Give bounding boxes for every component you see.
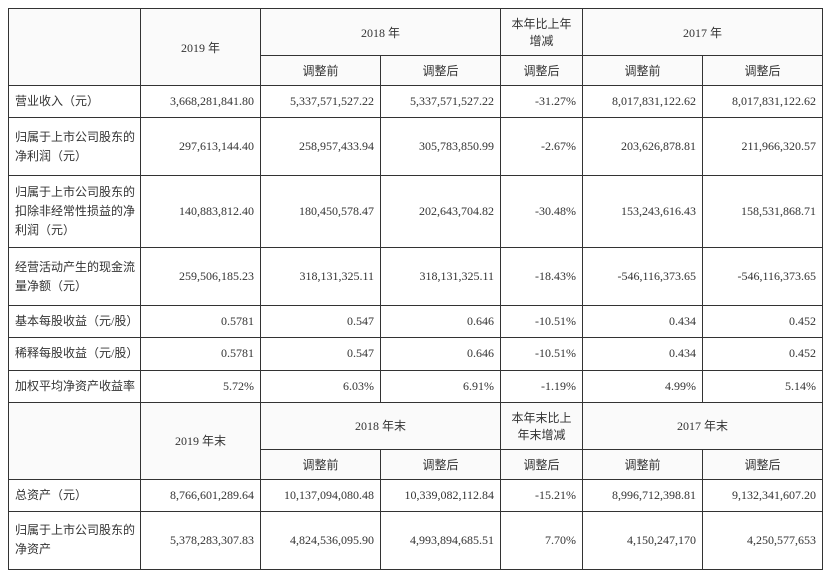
cell-value: 3,668,281,841.80 — [141, 86, 261, 118]
cell-value: -10.51% — [501, 338, 583, 370]
row-label: 基本每股收益（元/股） — [9, 306, 141, 338]
cell-value: 5,378,283,307.83 — [141, 511, 261, 569]
cell-value: 8,996,712,398.81 — [583, 479, 703, 511]
cell-value: -546,116,373.65 — [583, 248, 703, 306]
cell-value: 0.646 — [381, 306, 501, 338]
cell-value: 8,017,831,122.62 — [703, 86, 823, 118]
mid-blank — [9, 402, 141, 479]
table-row: 总资产（元）8,766,601,289.6410,137,094,080.481… — [9, 479, 823, 511]
cell-value: 203,626,878.81 — [583, 118, 703, 176]
cell-value: 4,250,577,653 — [703, 511, 823, 569]
cell-value: -18.43% — [501, 248, 583, 306]
sub-2018-after: 调整后 — [381, 56, 501, 86]
cell-value: 0.434 — [583, 338, 703, 370]
cell-value: 5.14% — [703, 370, 823, 402]
cell-value: 0.547 — [261, 338, 381, 370]
cell-value: 318,131,325.11 — [381, 248, 501, 306]
cell-value: 258,957,433.94 — [261, 118, 381, 176]
sub-delta-after: 调整后 — [501, 56, 583, 86]
table-row: 加权平均净资产收益率5.72%6.03%6.91%-1.19%4.99%5.14… — [9, 370, 823, 402]
table-row: 归属于上市公司股东的扣除非经常性损益的净利润（元）140,883,812.401… — [9, 176, 823, 248]
mid-2018-after: 调整后 — [381, 449, 501, 479]
cell-value: 0.434 — [583, 306, 703, 338]
cell-value: 259,506,185.23 — [141, 248, 261, 306]
cell-value: -15.21% — [501, 479, 583, 511]
cell-value: 4,150,247,170 — [583, 511, 703, 569]
mid-2017e: 2017 年末 — [583, 402, 823, 449]
table-row: 归属于上市公司股东的净资产5,378,283,307.834,824,536,0… — [9, 511, 823, 569]
cell-value: 153,243,616.43 — [583, 176, 703, 248]
cell-value: 0.452 — [703, 338, 823, 370]
cell-value: -546,116,373.65 — [703, 248, 823, 306]
mid-delta: 本年末比上年末增减 — [501, 402, 583, 449]
cell-value: 10,137,094,080.48 — [261, 479, 381, 511]
table-row: 归属于上市公司股东的净利润（元）297,613,144.40258,957,43… — [9, 118, 823, 176]
row-label: 营业收入（元） — [9, 86, 141, 118]
cell-value: 305,783,850.99 — [381, 118, 501, 176]
cell-value: 0.547 — [261, 306, 381, 338]
header-blank — [9, 9, 141, 86]
mid-2018e: 2018 年末 — [261, 402, 501, 449]
row-label: 经营活动产生的现金流量净额（元） — [9, 248, 141, 306]
cell-value: 9,132,341,607.20 — [703, 479, 823, 511]
row-label: 归属于上市公司股东的扣除非经常性损益的净利润（元） — [9, 176, 141, 248]
sub-2017-before: 调整前 — [583, 56, 703, 86]
cell-value: 8,766,601,289.64 — [141, 479, 261, 511]
mid-2017-after: 调整后 — [703, 449, 823, 479]
cell-value: 4,824,536,095.90 — [261, 511, 381, 569]
cell-value: 6.91% — [381, 370, 501, 402]
cell-value: 0.5781 — [141, 338, 261, 370]
cell-value: 180,450,578.47 — [261, 176, 381, 248]
cell-value: 0.452 — [703, 306, 823, 338]
mid-header-row-1: 2019 年末2018 年末本年末比上年末增减2017 年末 — [9, 402, 823, 449]
header-2018: 2018 年 — [261, 9, 501, 56]
cell-value: 5,337,571,527.22 — [381, 86, 501, 118]
header-row-1: 2019 年2018 年本年比上年增减2017 年 — [9, 9, 823, 56]
table-row: 基本每股收益（元/股）0.57810.5470.646-10.51%0.4340… — [9, 306, 823, 338]
sub-2017-after: 调整后 — [703, 56, 823, 86]
cell-value: 4,993,894,685.51 — [381, 511, 501, 569]
cell-value: 211,966,320.57 — [703, 118, 823, 176]
cell-value: 140,883,812.40 — [141, 176, 261, 248]
table-row: 稀释每股收益（元/股）0.57810.5470.646-10.51%0.4340… — [9, 338, 823, 370]
row-label: 加权平均净资产收益率 — [9, 370, 141, 402]
financial-table: 2019 年2018 年本年比上年增减2017 年调整前调整后调整后调整前调整后… — [8, 8, 823, 570]
cell-value: -2.67% — [501, 118, 583, 176]
mid-2017-before: 调整前 — [583, 449, 703, 479]
cell-value: 7.70% — [501, 511, 583, 569]
header-2017: 2017 年 — [583, 9, 823, 56]
table-row: 营业收入（元）3,668,281,841.805,337,571,527.225… — [9, 86, 823, 118]
mid-2018-before: 调整前 — [261, 449, 381, 479]
cell-value: 202,643,704.82 — [381, 176, 501, 248]
row-label: 归属于上市公司股东的净资产 — [9, 511, 141, 569]
cell-value: 5.72% — [141, 370, 261, 402]
cell-value: 0.646 — [381, 338, 501, 370]
row-label: 稀释每股收益（元/股） — [9, 338, 141, 370]
cell-value: 297,613,144.40 — [141, 118, 261, 176]
cell-value: 5,337,571,527.22 — [261, 86, 381, 118]
cell-value: 8,017,831,122.62 — [583, 86, 703, 118]
mid-delta-after: 调整后 — [501, 449, 583, 479]
sub-2018-before: 调整前 — [261, 56, 381, 86]
header-delta: 本年比上年增减 — [501, 9, 583, 56]
cell-value: 158,531,868.71 — [703, 176, 823, 248]
cell-value: -31.27% — [501, 86, 583, 118]
cell-value: 6.03% — [261, 370, 381, 402]
row-label: 归属于上市公司股东的净利润（元） — [9, 118, 141, 176]
cell-value: 318,131,325.11 — [261, 248, 381, 306]
cell-value: 4.99% — [583, 370, 703, 402]
mid-2019e: 2019 年末 — [141, 402, 261, 479]
row-label: 总资产（元） — [9, 479, 141, 511]
table-row: 经营活动产生的现金流量净额（元）259,506,185.23318,131,32… — [9, 248, 823, 306]
header-2019: 2019 年 — [141, 9, 261, 86]
cell-value: 0.5781 — [141, 306, 261, 338]
cell-value: -10.51% — [501, 306, 583, 338]
cell-value: -30.48% — [501, 176, 583, 248]
cell-value: 10,339,082,112.84 — [381, 479, 501, 511]
cell-value: -1.19% — [501, 370, 583, 402]
